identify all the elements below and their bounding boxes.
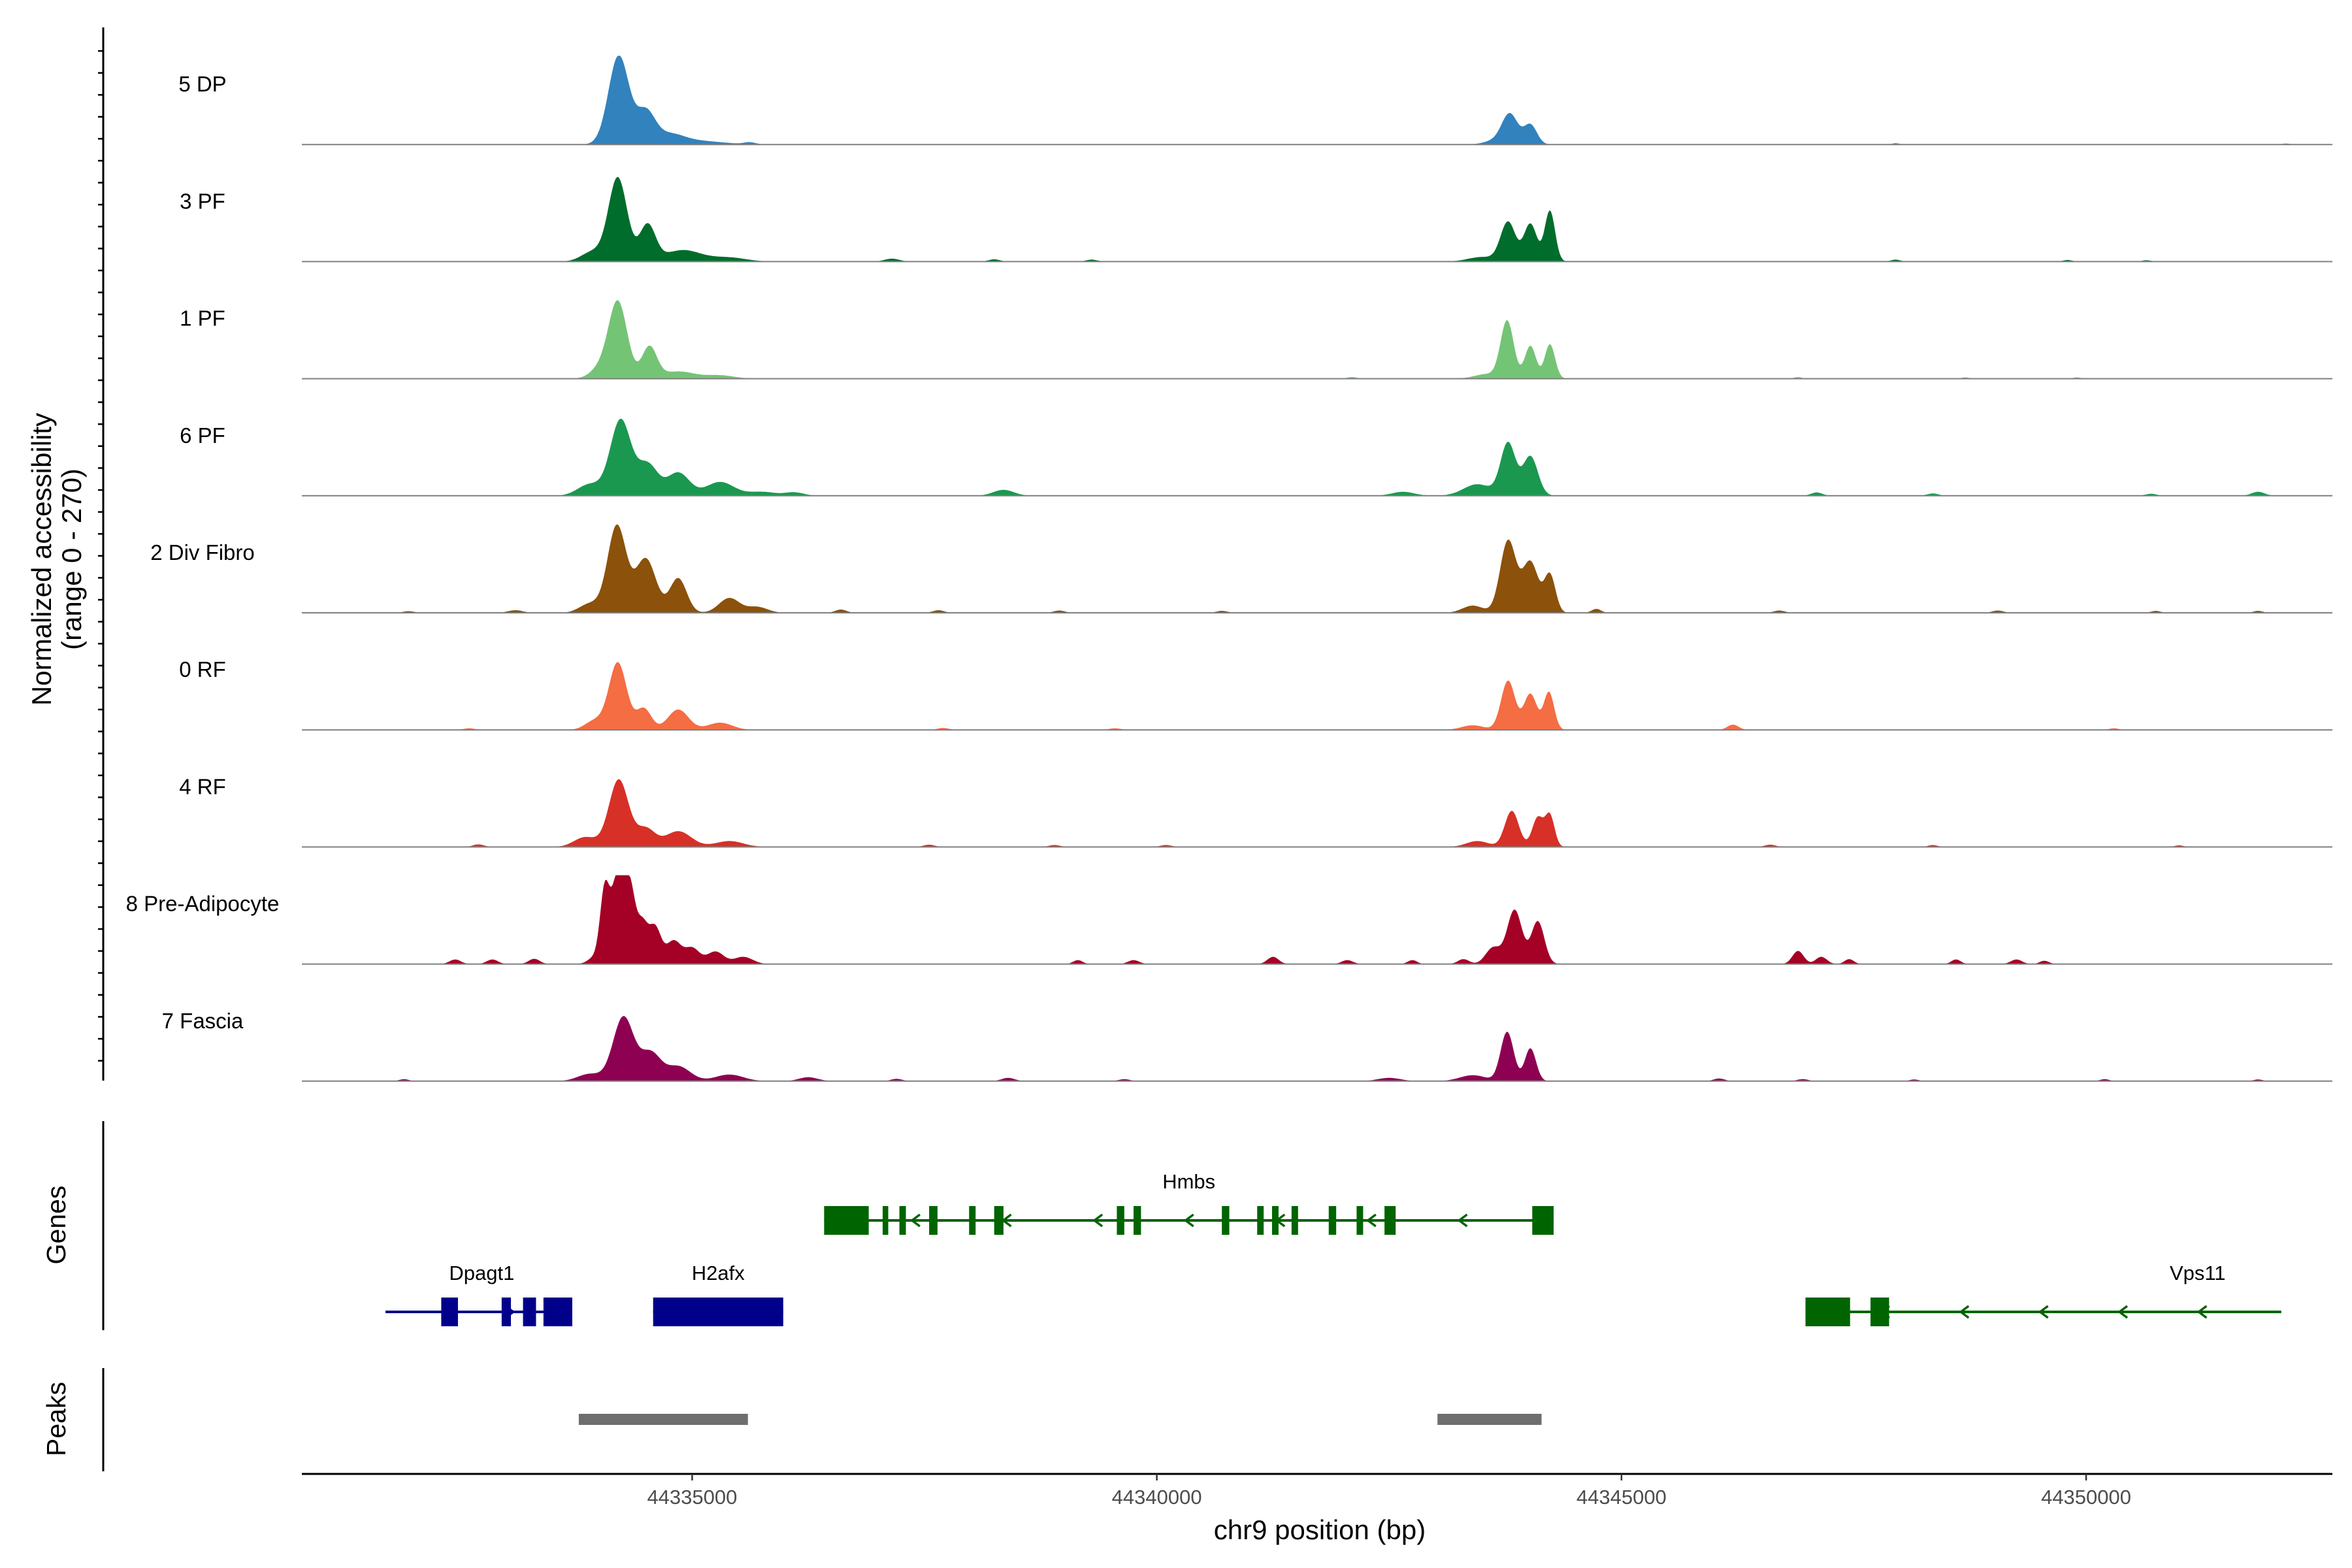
gene-exon	[1384, 1206, 1396, 1235]
y-axis-title: Normalized accessibility	[26, 413, 57, 706]
x-tick-label: 44350000	[2041, 1486, 2131, 1509]
x-tick-label: 44340000	[1112, 1486, 1202, 1509]
track-label: 2 Div Fibro	[150, 540, 255, 564]
coverage-track: 4 RF	[179, 774, 2332, 848]
coverage-track: 6 PF	[180, 419, 2332, 497]
gene-exon	[543, 1298, 572, 1326]
x-tick-label: 44345000	[1576, 1486, 1667, 1509]
peaks-panel-title: Peaks	[41, 1382, 71, 1456]
x-tick-label: 44335000	[647, 1486, 737, 1509]
gene-exon	[1328, 1206, 1337, 1235]
gene-exon	[994, 1206, 1004, 1235]
coverage-track: 3 PF	[180, 176, 2332, 263]
strand-arrow	[2038, 1305, 2049, 1319]
gene-exon	[653, 1298, 783, 1326]
strand-arrow	[1959, 1305, 1970, 1319]
coverage-area	[302, 1016, 2332, 1081]
coverage-area	[302, 56, 2332, 145]
coverage-area	[302, 524, 2332, 613]
coverage-area	[302, 875, 2332, 964]
gene-label: Dpagt1	[449, 1262, 514, 1284]
strand-arrow	[1457, 1213, 1468, 1228]
gene-exon	[899, 1206, 906, 1235]
strand-arrow	[2197, 1305, 2208, 1319]
gene-exon	[1532, 1206, 1554, 1235]
x-axis-title: chr9 position (bp)	[1214, 1514, 1426, 1545]
peak-region	[578, 1414, 748, 1425]
coverage-track: 1 PF	[180, 300, 2332, 380]
gene-exon	[1117, 1206, 1124, 1235]
track-label: 4 RF	[179, 774, 226, 798]
gene-label: Hmbs	[1162, 1170, 1215, 1193]
track-label: 8 Pre-Adipocyte	[126, 892, 280, 916]
strand-arrow	[1365, 1213, 1377, 1228]
axis-titles: Normalized accessibility (range 0 - 270)…	[26, 413, 1426, 1545]
gene-exon	[501, 1298, 512, 1326]
gene-exon	[824, 1206, 869, 1235]
peak-region	[1437, 1414, 1542, 1425]
track-label: 6 PF	[180, 423, 225, 448]
gene-model: H2afx	[653, 1262, 783, 1326]
gene-exon	[883, 1206, 889, 1235]
coverage-track: 7 Fascia	[162, 1009, 2332, 1082]
coverage-track: 2 Div Fibro	[150, 524, 2332, 613]
gene-exon	[1291, 1206, 1298, 1235]
gene-exon	[1356, 1206, 1364, 1235]
gene-exon	[1805, 1298, 1850, 1326]
x-axis: 44335000 44340000 44345000 44350000	[302, 1473, 2332, 1509]
gene-exon	[441, 1298, 458, 1326]
gene-exon	[1134, 1206, 1141, 1235]
coverage-area	[302, 176, 2332, 262]
strand-arrow	[910, 1213, 921, 1228]
coverage-area	[302, 662, 2332, 730]
peaks-panel	[102, 1368, 1542, 1471]
coverage-area	[302, 419, 2332, 496]
coverage-area	[302, 300, 2332, 379]
strand-arrow	[1092, 1213, 1103, 1228]
gene-model: Hmbs	[824, 1170, 1554, 1235]
strand-arrow	[2117, 1305, 2129, 1319]
gene-label: H2afx	[692, 1262, 745, 1284]
coverage-track: 5 DP	[178, 56, 2332, 146]
genes-panel-title: Genes	[41, 1186, 71, 1265]
gene-exon	[929, 1206, 938, 1235]
coverage-panel: 5 DP 3 PF 1 PF 6 PF 2 Div Fibro 0 RF 4 RF 8 Pre…	[98, 27, 2332, 1082]
gene-exon	[523, 1298, 536, 1326]
track-label: 0 RF	[179, 657, 226, 681]
gene-label: Vps11	[2170, 1262, 2226, 1284]
coverage-area	[302, 779, 2332, 847]
track-label: 1 PF	[180, 306, 225, 331]
coverage-track: 8 Pre-Adipocyte	[126, 875, 2332, 965]
track-label: 7 Fascia	[162, 1009, 244, 1033]
gene-exon	[1257, 1206, 1264, 1235]
coverage-track: 0 RF	[179, 657, 2332, 731]
y-axis-subtitle: (range 0 - 270)	[56, 468, 87, 650]
gene-exon	[969, 1206, 976, 1235]
genes-panel: Dpagt1 H2afx Hmbs Vps11	[102, 1121, 2281, 1330]
gene-exon	[1272, 1206, 1279, 1235]
gene-model: Vps11	[1805, 1262, 2281, 1326]
track-label: 5 DP	[178, 72, 226, 96]
gene-exon	[1222, 1206, 1230, 1235]
strand-arrow	[1183, 1213, 1194, 1228]
track-label: 3 PF	[180, 189, 225, 213]
gene-model: Dpagt1	[385, 1262, 572, 1326]
gene-exon	[1870, 1298, 1889, 1326]
